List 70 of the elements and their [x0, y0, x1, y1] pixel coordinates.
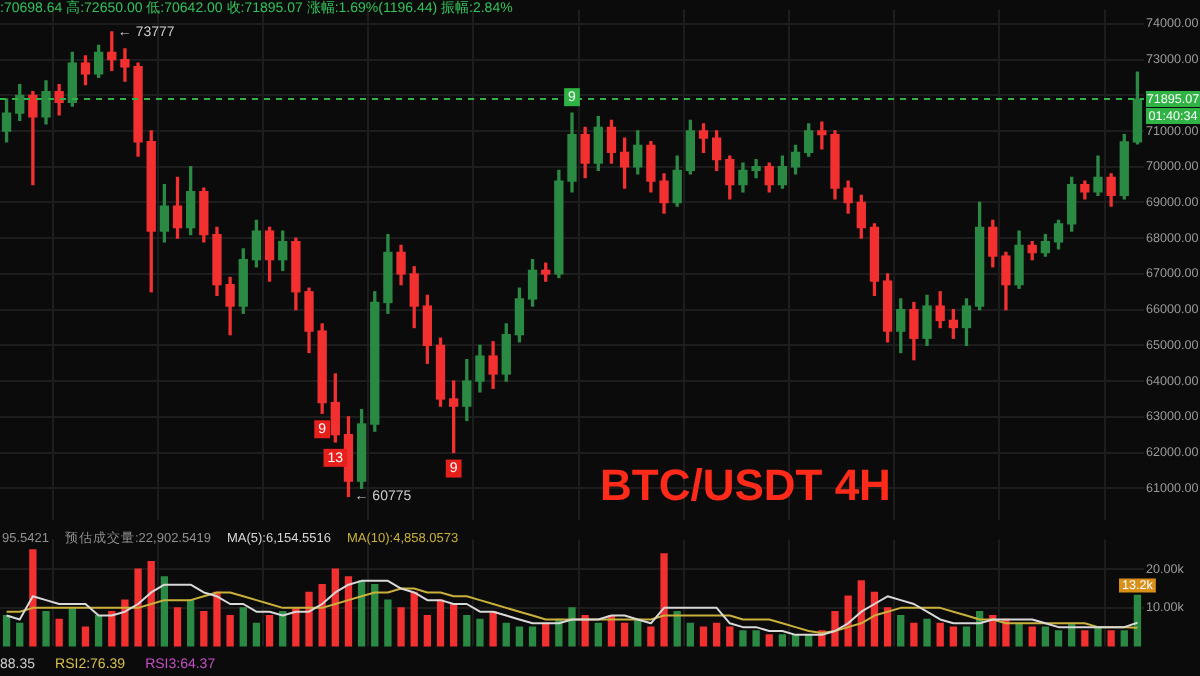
bar — [581, 614, 589, 647]
bar — [620, 622, 629, 647]
bar — [1094, 626, 1102, 647]
bar — [305, 591, 313, 647]
candlestick — [28, 91, 38, 186]
bar — [489, 611, 497, 647]
bar — [1120, 630, 1128, 647]
bar — [239, 607, 247, 647]
bar — [121, 599, 129, 647]
bar — [502, 622, 510, 647]
bar — [923, 618, 931, 647]
bar — [1107, 630, 1115, 647]
bar — [1054, 630, 1063, 647]
bar — [515, 626, 524, 647]
bar — [897, 614, 905, 647]
bar — [883, 607, 892, 647]
bar — [844, 595, 852, 647]
bar — [647, 626, 655, 647]
bar — [436, 599, 445, 647]
bar — [371, 584, 379, 647]
bar — [55, 618, 63, 647]
bar — [134, 568, 142, 647]
bar — [423, 614, 432, 647]
bar — [1015, 622, 1023, 647]
bar — [450, 603, 458, 647]
bar — [463, 614, 471, 647]
bar — [1028, 626, 1036, 647]
bar — [962, 626, 971, 647]
bar — [187, 599, 195, 647]
bar — [1081, 630, 1089, 647]
bar — [344, 576, 353, 647]
bar — [42, 611, 50, 647]
bar — [739, 630, 747, 647]
bar — [1041, 626, 1050, 647]
bar — [1133, 594, 1142, 647]
bar — [528, 626, 537, 647]
bar — [936, 622, 944, 647]
bar — [29, 549, 37, 647]
bar — [778, 634, 787, 647]
bar — [213, 591, 221, 647]
bar — [292, 607, 300, 647]
bar — [726, 626, 734, 647]
bar — [16, 622, 24, 647]
bar — [397, 607, 405, 647]
bar — [252, 622, 261, 647]
bar — [765, 634, 773, 647]
bar — [147, 560, 155, 647]
bar — [831, 611, 839, 647]
bar — [594, 622, 602, 647]
bar — [94, 614, 103, 647]
bar — [752, 630, 760, 647]
bar — [2, 614, 11, 647]
bar — [173, 607, 182, 647]
bar — [910, 622, 918, 647]
bar — [712, 622, 721, 647]
bar — [660, 553, 668, 647]
text: BTC/USDT 4H — [600, 460, 891, 510]
bar — [476, 618, 484, 647]
bar — [160, 576, 169, 647]
bar — [410, 591, 418, 647]
bar — [265, 614, 274, 647]
bar — [686, 622, 695, 647]
bar — [384, 599, 392, 647]
bar — [949, 626, 957, 647]
bar — [226, 614, 234, 647]
bar — [200, 611, 208, 647]
bar — [81, 626, 90, 647]
bar — [568, 607, 576, 647]
bar — [699, 626, 708, 647]
bar — [68, 607, 76, 647]
